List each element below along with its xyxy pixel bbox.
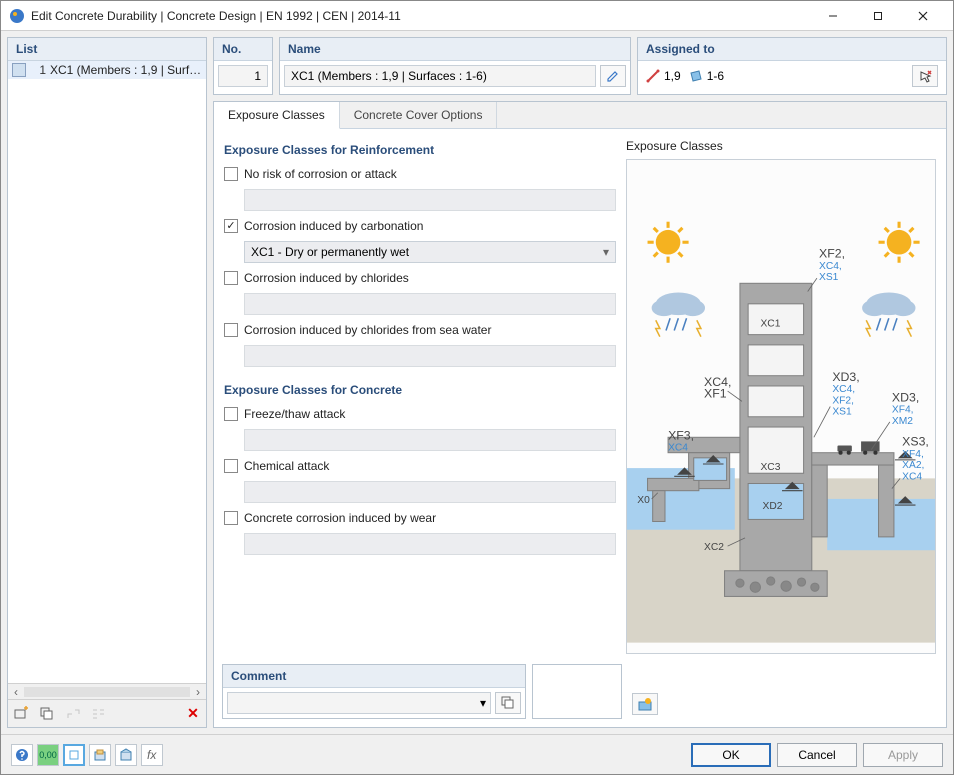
app-icon bbox=[9, 8, 25, 24]
delete-x-icon: ✕ bbox=[187, 705, 199, 722]
svg-text:XD2: XD2 bbox=[763, 501, 783, 512]
delete-item-button[interactable]: ✕ bbox=[182, 703, 204, 725]
surface-icon bbox=[689, 69, 703, 83]
minimize-button[interactable] bbox=[810, 2, 855, 30]
member-icon bbox=[646, 69, 660, 83]
checkbox-carbonation[interactable] bbox=[224, 219, 238, 233]
tool-3-button bbox=[62, 703, 84, 725]
checkbox-chemical[interactable] bbox=[224, 459, 238, 473]
label-wear: Concrete corrosion induced by wear bbox=[244, 511, 436, 525]
assigned-surfaces: 1-6 bbox=[689, 69, 724, 83]
close-button[interactable] bbox=[900, 2, 945, 30]
diagram-title: Exposure Classes bbox=[626, 139, 936, 153]
help-button[interactable] bbox=[11, 744, 33, 766]
ok-button[interactable]: OK bbox=[691, 743, 771, 767]
svg-text:XC3: XC3 bbox=[760, 462, 780, 473]
comment-combo[interactable]: ▾ bbox=[227, 692, 491, 714]
checkbox-sea-water[interactable] bbox=[224, 323, 238, 337]
label-no-risk: No risk of corrosion or attack bbox=[244, 167, 397, 181]
no-input[interactable] bbox=[218, 65, 268, 87]
copy-item-button[interactable] bbox=[36, 703, 58, 725]
tab-concrete-cover[interactable]: Concrete Cover Options bbox=[340, 102, 498, 128]
dropdown-carbonation[interactable]: XC1 - Dry or permanently wet ▾ bbox=[244, 241, 616, 263]
section-concrete: Exposure Classes for Concrete bbox=[224, 383, 616, 397]
scroll-left-icon[interactable]: ‹ bbox=[8, 685, 24, 699]
label-chlorides: Corrosion induced by chlorides bbox=[244, 271, 409, 285]
label-sea-water: Corrosion induced by chlorides from sea … bbox=[244, 323, 491, 337]
tool-4-button bbox=[88, 703, 110, 725]
scroll-right-icon[interactable]: › bbox=[190, 685, 206, 699]
name-header: Name bbox=[280, 38, 630, 61]
h-scrollbar[interactable]: ‹ › bbox=[8, 683, 206, 699]
svg-text:fx: fx bbox=[147, 748, 157, 762]
name-input[interactable] bbox=[284, 65, 596, 87]
apply-button: Apply bbox=[863, 743, 943, 767]
list-item-label: XC1 (Members : 1,9 | Surfaces : 1 bbox=[50, 63, 202, 77]
field-chemical bbox=[244, 481, 616, 503]
field-no-risk bbox=[244, 189, 616, 211]
no-header: No. bbox=[214, 38, 272, 61]
list-header: List bbox=[8, 38, 206, 61]
pick-button[interactable] bbox=[912, 65, 938, 87]
svg-text:X0: X0 bbox=[637, 495, 650, 506]
chevron-down-icon: ▾ bbox=[603, 245, 609, 259]
field-chlorides bbox=[244, 293, 616, 315]
svg-text:XC2: XC2 bbox=[704, 542, 724, 553]
label-chemical: Chemical attack bbox=[244, 459, 329, 473]
tab-exposure-classes[interactable]: Exposure Classes bbox=[214, 102, 340, 129]
cancel-button[interactable]: Cancel bbox=[777, 743, 857, 767]
empty-box bbox=[532, 664, 622, 719]
list-item[interactable]: 1 XC1 (Members : 1,9 | Surfaces : 1 bbox=[8, 61, 206, 79]
assigned-members: 1,9 bbox=[646, 69, 681, 83]
svg-text:XC1: XC1 bbox=[760, 318, 780, 329]
titlebar: Edit Concrete Durability | Concrete Desi… bbox=[1, 1, 953, 31]
new-item-button[interactable] bbox=[10, 703, 32, 725]
dropdown-carbonation-value: XC1 - Dry or permanently wet bbox=[251, 245, 409, 259]
list-body: 1 XC1 (Members : 1,9 | Surfaces : 1 bbox=[8, 61, 206, 683]
calc-button[interactable]: fx bbox=[141, 744, 163, 766]
label-freeze: Freeze/thaw attack bbox=[244, 407, 345, 421]
comment-header: Comment bbox=[223, 665, 525, 688]
field-freeze bbox=[244, 429, 616, 451]
list-item-num: 1 bbox=[30, 63, 46, 77]
checkbox-no-risk[interactable] bbox=[224, 167, 238, 181]
assigned-members-value: 1,9 bbox=[664, 69, 681, 83]
diagram-settings-button[interactable] bbox=[632, 693, 658, 715]
field-wear bbox=[244, 533, 616, 555]
section-reinforcement: Exposure Classes for Reinforcement bbox=[224, 143, 616, 157]
maximize-button[interactable] bbox=[855, 2, 900, 30]
checkbox-chlorides[interactable] bbox=[224, 271, 238, 285]
exposure-diagram: XC1 XC4,XF1 XF2,XC4,XS1 XF3,XC4 X0 XC3 X… bbox=[626, 159, 936, 654]
edit-name-button[interactable] bbox=[600, 65, 626, 87]
view-2-button[interactable] bbox=[89, 744, 111, 766]
field-sea-water bbox=[244, 345, 616, 367]
comment-library-button[interactable] bbox=[495, 692, 521, 714]
chevron-down-icon: ▾ bbox=[480, 696, 486, 710]
view-3-button[interactable] bbox=[115, 744, 137, 766]
label-carbonation: Corrosion induced by carbonation bbox=[244, 219, 423, 233]
assigned-header: Assigned to bbox=[638, 38, 946, 61]
list-item-icon bbox=[12, 63, 26, 77]
units-button[interactable]: 0,00 bbox=[37, 744, 59, 766]
view-1-button[interactable] bbox=[63, 744, 85, 766]
checkbox-wear[interactable] bbox=[224, 511, 238, 525]
checkbox-freeze[interactable] bbox=[224, 407, 238, 421]
assigned-surfaces-value: 1-6 bbox=[707, 69, 724, 83]
window-title: Edit Concrete Durability | Concrete Desi… bbox=[31, 9, 810, 23]
